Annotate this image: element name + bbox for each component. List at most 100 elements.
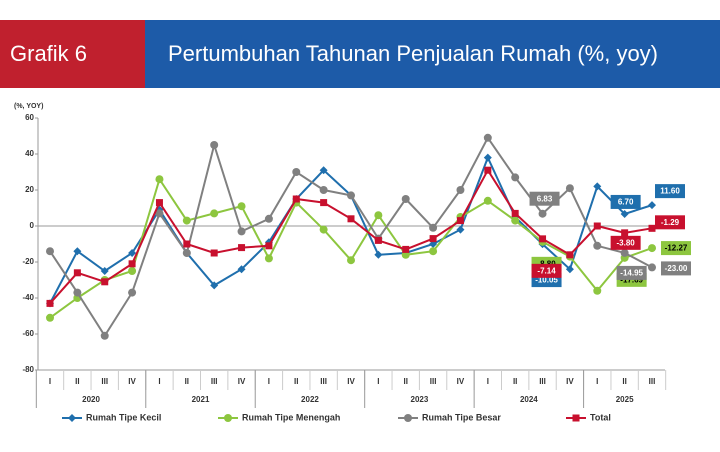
value-label: 6.70 bbox=[618, 198, 634, 207]
marker bbox=[292, 168, 301, 176]
marker bbox=[593, 286, 602, 295]
y-tick-label: -40 bbox=[22, 293, 34, 302]
marker bbox=[292, 195, 300, 203]
x-tick-label: IV bbox=[347, 377, 355, 386]
marker bbox=[128, 260, 136, 268]
x-tick-label: III bbox=[539, 377, 546, 386]
marker bbox=[511, 216, 520, 225]
marker bbox=[182, 249, 191, 257]
marker bbox=[483, 196, 492, 205]
marker bbox=[46, 313, 54, 322]
marker bbox=[593, 222, 601, 230]
marker bbox=[374, 236, 382, 244]
marker bbox=[46, 247, 54, 256]
marker bbox=[429, 247, 438, 256]
x-tick-label: I bbox=[49, 377, 51, 386]
year-label: 2024 bbox=[520, 395, 538, 404]
x-tick-label: IV bbox=[238, 377, 246, 386]
value-label-box bbox=[661, 241, 691, 256]
marker bbox=[456, 217, 464, 225]
y-tick-label: -60 bbox=[22, 329, 34, 338]
year-label: 2021 bbox=[192, 395, 210, 404]
value-label-box bbox=[529, 191, 560, 206]
value-label: -1.29 bbox=[661, 218, 680, 227]
marker bbox=[100, 331, 109, 340]
legend-marker bbox=[404, 414, 412, 422]
year-label: 2025 bbox=[616, 395, 634, 404]
value-label: -23.00 bbox=[665, 264, 688, 273]
marker bbox=[593, 241, 602, 250]
marker bbox=[264, 214, 273, 223]
x-tick-label: III bbox=[430, 377, 437, 386]
chart-title: Pertumbuhan Tahunan Penjualan Rumah (%, … bbox=[168, 41, 658, 66]
marker bbox=[210, 141, 219, 149]
marker bbox=[511, 173, 520, 182]
marker bbox=[620, 209, 629, 218]
marker bbox=[319, 225, 328, 234]
value-label: -7.14 bbox=[537, 266, 556, 275]
marker bbox=[648, 224, 656, 232]
x-tick-label: II bbox=[75, 377, 79, 386]
marker bbox=[565, 184, 574, 193]
legend-marker bbox=[224, 414, 232, 422]
marker bbox=[429, 223, 438, 232]
x-tick-label: II bbox=[513, 377, 517, 386]
marker bbox=[155, 199, 163, 207]
marker bbox=[210, 209, 219, 218]
value-label: -12.27 bbox=[665, 244, 688, 253]
legend-marker bbox=[572, 414, 580, 422]
marker bbox=[46, 299, 54, 307]
marker bbox=[620, 248, 629, 257]
marker bbox=[374, 211, 383, 220]
x-tick-label: II bbox=[622, 377, 626, 386]
series-line bbox=[49, 135, 653, 338]
marker bbox=[593, 182, 602, 191]
marker bbox=[128, 288, 137, 297]
marker bbox=[237, 227, 246, 236]
marker bbox=[264, 254, 273, 263]
series-line bbox=[49, 168, 653, 305]
marker bbox=[648, 244, 656, 253]
y-tick-label: 60 bbox=[25, 113, 34, 122]
marker bbox=[456, 225, 465, 234]
marker bbox=[128, 249, 137, 257]
marker bbox=[237, 265, 246, 274]
value-label: -10.05 bbox=[535, 276, 558, 285]
marker bbox=[182, 216, 191, 225]
marker bbox=[347, 215, 355, 223]
marker bbox=[210, 281, 219, 290]
marker bbox=[648, 263, 656, 272]
x-tick-label: I bbox=[268, 377, 270, 386]
marker bbox=[73, 269, 81, 277]
legend-marker bbox=[68, 414, 76, 422]
x-tick-label: II bbox=[185, 377, 189, 386]
marker bbox=[401, 195, 410, 203]
marker bbox=[484, 166, 492, 174]
x-tick-label: III bbox=[211, 377, 218, 386]
header-label-box bbox=[0, 20, 145, 88]
value-label-box bbox=[616, 265, 647, 280]
marker bbox=[538, 209, 547, 218]
series-line bbox=[49, 155, 653, 304]
marker bbox=[483, 153, 492, 162]
marker bbox=[539, 235, 547, 243]
marker bbox=[511, 209, 519, 217]
marker bbox=[319, 166, 328, 175]
value-label: -17.69 bbox=[620, 275, 643, 284]
value-label-box bbox=[655, 184, 685, 199]
header-label: Grafik 6 bbox=[10, 41, 87, 66]
marker bbox=[402, 245, 410, 253]
y-tick-label: -20 bbox=[22, 257, 34, 266]
marker bbox=[565, 265, 574, 274]
year-label: 2020 bbox=[82, 395, 100, 404]
marker bbox=[210, 249, 218, 257]
x-tick-label: I bbox=[377, 377, 379, 386]
value-label-box bbox=[655, 215, 685, 230]
marker bbox=[101, 278, 109, 286]
marker bbox=[319, 186, 328, 194]
y-unit: (%, YOY) bbox=[14, 103, 43, 110]
series-line bbox=[49, 176, 653, 319]
header-title-box bbox=[145, 20, 720, 88]
